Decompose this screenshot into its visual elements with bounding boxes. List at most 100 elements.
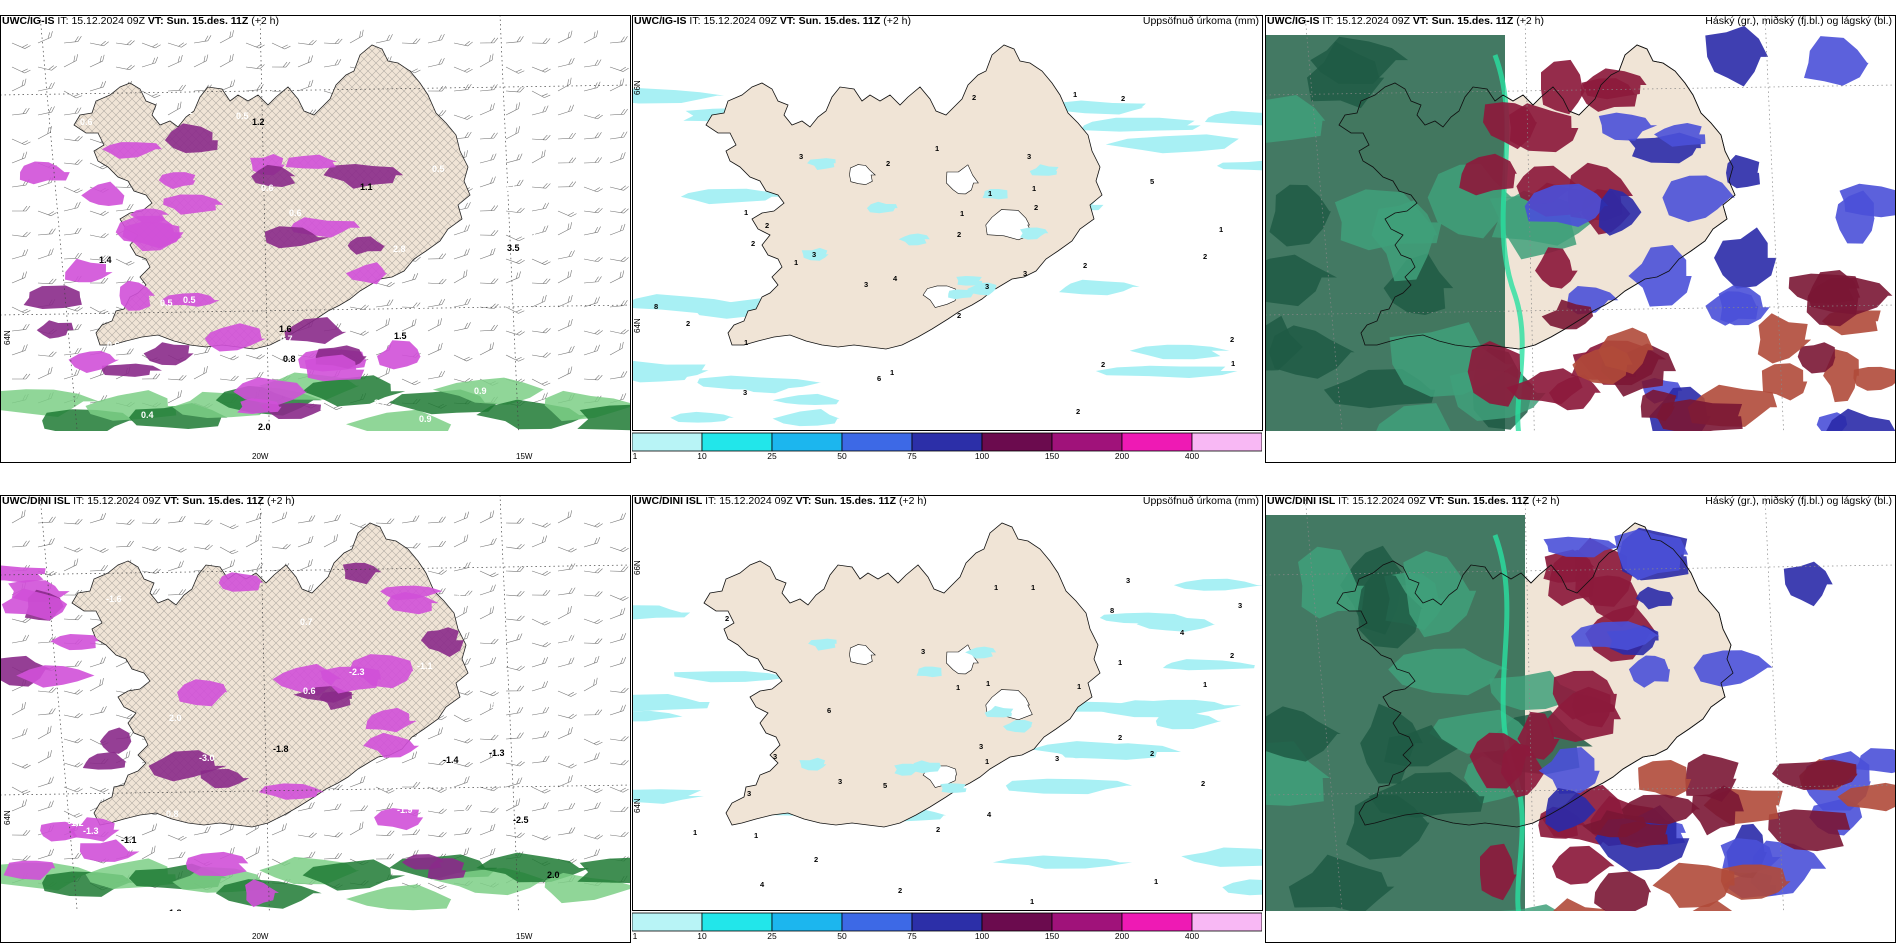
precip-cell xyxy=(164,123,218,153)
model-name: UWC/IG-IS xyxy=(2,15,55,27)
wind-barb xyxy=(297,79,314,92)
precip-value-label: 1.8 xyxy=(335,425,348,435)
colorbar-swatch xyxy=(701,912,773,932)
precip-value-label: 2 xyxy=(936,825,940,834)
colorbar-swatch xyxy=(632,912,703,932)
glacier xyxy=(849,644,876,665)
wind-barb xyxy=(453,322,471,332)
wind-barb xyxy=(557,345,575,356)
wind-barb xyxy=(37,776,54,788)
wind-barb xyxy=(37,278,57,285)
wind-barb xyxy=(63,614,83,621)
colorbar-swatch xyxy=(771,912,843,932)
wind-barb xyxy=(453,776,470,788)
wind-barb xyxy=(453,298,471,308)
wind-barb xyxy=(609,223,626,236)
high-cloud-area xyxy=(1571,621,1660,651)
precip-value-label: 1 xyxy=(1219,225,1223,234)
colorbar-tick: 400 xyxy=(1184,931,1200,941)
colorbar-tick: 1 xyxy=(632,931,638,941)
wind-barb xyxy=(427,253,447,260)
wind-barb xyxy=(323,852,342,860)
precip-cell xyxy=(374,808,424,831)
wind-barb xyxy=(531,802,549,812)
precip-cell xyxy=(101,363,162,377)
precip-area xyxy=(1020,227,1049,240)
precip-value-label: 3 xyxy=(747,789,751,798)
wind-barb xyxy=(505,707,524,716)
wind-barb xyxy=(375,830,395,836)
valid-time-label: VT: xyxy=(1412,15,1429,27)
wind-barb xyxy=(453,762,473,768)
precip-value-label: -1.1 xyxy=(121,835,137,845)
precip-cell xyxy=(420,627,464,657)
mid-cloud-area xyxy=(1853,366,1896,391)
wind-barb xyxy=(531,105,549,116)
wind-barb xyxy=(245,42,265,49)
precip-value-label: 2 xyxy=(1076,407,1080,416)
wind-barb xyxy=(37,516,56,524)
precip-value-label: 3 xyxy=(1027,152,1031,161)
wind-barb xyxy=(375,853,395,860)
wind-barb xyxy=(271,823,287,836)
panel-title: UWC/IG-IS IT: 15.12.2024 09Z VT: Sun. 15… xyxy=(2,15,279,27)
precip-value-label: 3 xyxy=(1023,269,1027,278)
wind-barb xyxy=(583,81,601,92)
wind-barb xyxy=(63,35,82,44)
wind-barb xyxy=(401,751,418,764)
wind-barb xyxy=(89,706,107,716)
wind-barb xyxy=(349,775,366,788)
wind-barb xyxy=(609,108,628,116)
precip-cell xyxy=(363,732,420,758)
precip-value-label: -2.5 xyxy=(513,815,529,825)
wind-barb xyxy=(505,36,524,44)
precip-value-label: 8 xyxy=(1110,606,1114,615)
colorbar-swatch xyxy=(841,912,913,932)
wind-barb xyxy=(531,294,547,308)
colorbar-swatch xyxy=(771,432,843,452)
precip-value-label: 1.4 xyxy=(463,808,476,818)
wind-barb xyxy=(531,225,549,236)
wind-barb xyxy=(583,567,603,574)
wind-barb xyxy=(167,851,186,860)
low-cloud-area xyxy=(1358,571,1423,649)
wind-barb xyxy=(63,518,83,525)
mid-cloud-area xyxy=(1516,165,1579,205)
precip-area xyxy=(915,763,941,774)
precip-value-label: 0.9 xyxy=(419,414,432,424)
high-cloud-area xyxy=(1855,748,1896,774)
precip-value-label: 2 xyxy=(886,159,890,168)
wind-barb xyxy=(401,38,421,44)
wind-barb xyxy=(583,752,600,764)
precip-cell xyxy=(0,565,46,583)
colorbar-tick: 75 xyxy=(907,931,917,941)
wind-barb xyxy=(531,66,551,73)
colorbar-swatch xyxy=(981,912,1053,932)
mid-cloud-area xyxy=(1807,277,1893,315)
precip-value-label: 0.6 xyxy=(107,340,120,350)
wind-barb xyxy=(609,371,628,380)
wind-barb xyxy=(453,534,469,548)
wind-barb xyxy=(63,227,82,236)
mid-cloud-area xyxy=(1797,342,1836,374)
wind-barb xyxy=(557,587,576,596)
wind-barb xyxy=(401,273,419,284)
wind-barb xyxy=(531,258,551,265)
colorbar-swatch xyxy=(911,432,983,452)
wind-barb xyxy=(115,834,135,841)
wind-barb xyxy=(609,806,629,813)
wind-barb xyxy=(375,518,395,524)
wind-barb xyxy=(505,126,520,140)
precip-value-label: 1 xyxy=(1118,658,1122,667)
precip-area xyxy=(1173,578,1263,591)
precip-value-label: 2 xyxy=(751,239,755,248)
wind-barb xyxy=(583,132,602,140)
wind-barb xyxy=(63,368,81,380)
wind-barb xyxy=(63,107,82,116)
wind-barb xyxy=(479,510,495,524)
precip-area xyxy=(670,411,734,423)
glacier xyxy=(985,209,1033,241)
wind-barb xyxy=(245,533,260,548)
high-cloud-area xyxy=(1654,123,1706,147)
wind-barb xyxy=(505,590,525,597)
